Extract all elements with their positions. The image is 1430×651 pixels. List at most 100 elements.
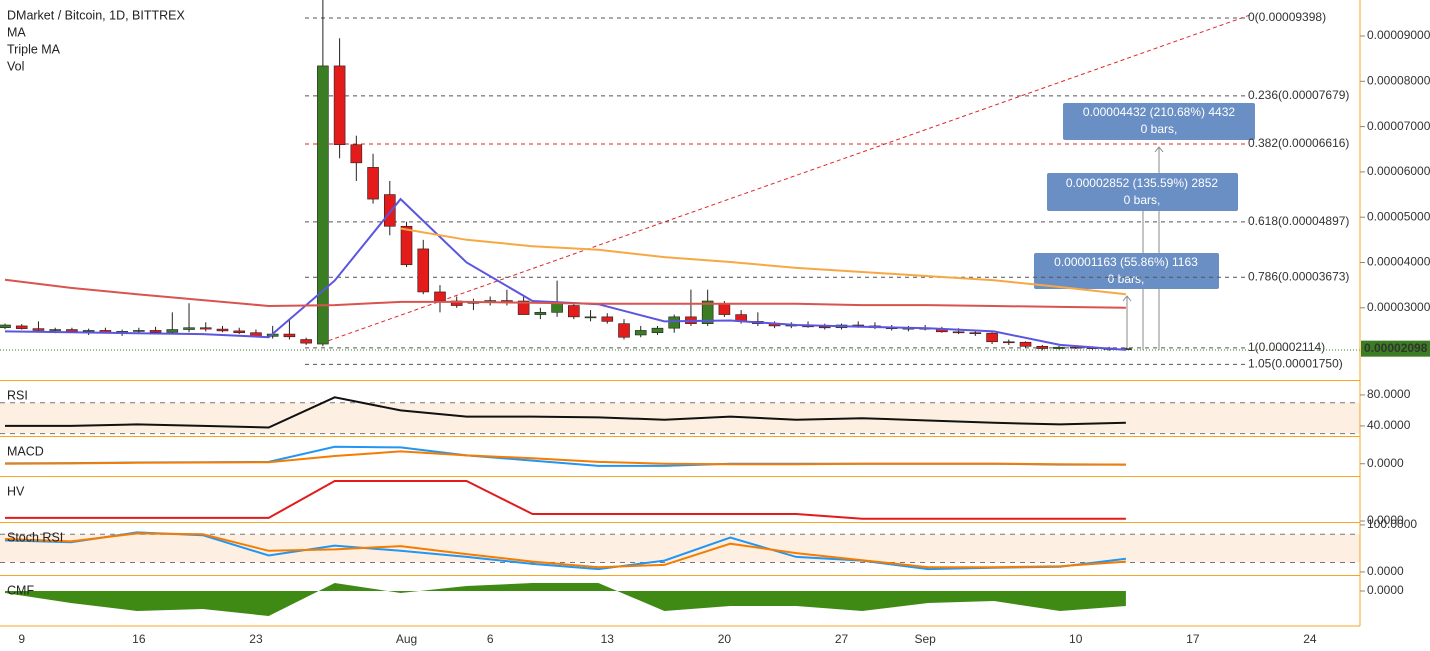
- pane-title: Stoch RSI: [7, 530, 63, 544]
- y-tick-label: 0.00008000: [1367, 73, 1430, 87]
- candle-body: [367, 167, 379, 200]
- candle-body: [634, 330, 647, 336]
- area: [5, 583, 1126, 616]
- y-tick-label: 0.0000: [1367, 513, 1404, 527]
- candle-body: [534, 312, 547, 315]
- y-tick-label: 0.0000: [1367, 456, 1404, 470]
- x-tick-label: 23: [249, 632, 263, 646]
- last-price-label: 0.00002098: [1364, 341, 1428, 355]
- measure-text: 0.00002852 (135.59%) 2852: [1066, 176, 1218, 190]
- candle-body: [0, 324, 11, 329]
- legend-item: Vol: [7, 59, 24, 73]
- candle-body: [15, 325, 28, 329]
- band: [0, 534, 1360, 563]
- fib-label: 0.382(0.00006616): [1248, 136, 1349, 150]
- candle-body: [1036, 345, 1049, 349]
- x-tick-label: 13: [601, 632, 615, 646]
- pane-title: CMF: [7, 583, 34, 597]
- fib-label: 1.05(0.00001750): [1248, 357, 1343, 371]
- measure-bars: 0 bars,: [1108, 272, 1145, 286]
- x-tick-label: Aug: [396, 632, 417, 646]
- candle-body: [718, 302, 731, 315]
- candle-body: [383, 194, 396, 227]
- candle-body: [183, 327, 195, 330]
- candle-body: [986, 332, 998, 343]
- candle-body: [601, 316, 614, 322]
- y-tick-label: 0.00004000: [1367, 255, 1430, 269]
- x-tick-label: 20: [718, 632, 732, 646]
- y-tick-label: 0.0000: [1367, 564, 1404, 578]
- line: [5, 396, 1126, 429]
- line: [4, 532, 1126, 569]
- candle-body: [417, 248, 430, 293]
- measure-text: 0.00001163 (55.86%) 1163: [1054, 255, 1198, 269]
- measure-text: 0.00004432 (210.68%) 4432: [1083, 105, 1235, 119]
- fib-label: 0.618(0.00004897): [1248, 214, 1349, 228]
- pane-title: RSI: [7, 388, 28, 402]
- measure-bars: 0 bars,: [1124, 193, 1161, 207]
- candle-body: [517, 300, 530, 315]
- candle-body: [568, 305, 580, 318]
- candle-body: [584, 316, 597, 319]
- fib-label: 0.786(0.00003673): [1248, 269, 1349, 283]
- candle-body: [49, 329, 61, 331]
- candle-body: [82, 330, 95, 332]
- candle-body: [551, 302, 563, 313]
- candle-body: [1053, 346, 1065, 349]
- candle-body: [333, 65, 346, 146]
- candle-body: [149, 330, 162, 333]
- fib-label: 0.236(0.00007679): [1248, 88, 1349, 102]
- x-tick-label: 9: [18, 632, 25, 646]
- candle-body: [216, 328, 229, 332]
- candle-body: [133, 330, 145, 332]
- candle-body: [668, 316, 681, 329]
- x-tick-label: 24: [1303, 632, 1317, 646]
- x-tick-label: 27: [835, 632, 849, 646]
- y-tick-label: 0.0000: [1367, 583, 1404, 597]
- candle-body: [32, 328, 45, 331]
- chart-title: DMarket / Bitcoin, 1D, BITTREX: [7, 8, 185, 22]
- measure-box: [1047, 173, 1238, 211]
- line: [400, 227, 1127, 296]
- x-tick-label: 6: [487, 632, 494, 646]
- pane-title: MACD: [7, 444, 44, 458]
- measure-box: [1063, 103, 1255, 140]
- candle-body: [283, 333, 296, 338]
- measure-box: [1034, 253, 1219, 289]
- candle-body: [1069, 346, 1082, 349]
- measure-bars: 0 bars,: [1141, 122, 1178, 136]
- line: [4, 278, 1126, 309]
- candle-body: [233, 330, 246, 334]
- y-tick-label: 0.00003000: [1367, 300, 1430, 314]
- y-tick-label: 0.00005000: [1367, 209, 1430, 223]
- candle-body: [818, 326, 831, 329]
- pane-title: HV: [7, 484, 25, 498]
- fib-label: 0(0.00009398): [1248, 10, 1326, 24]
- y-tick-label: 40.0000: [1367, 418, 1411, 432]
- candle-body: [618, 323, 630, 338]
- trend-line: [321, 14, 1251, 344]
- candle-body: [969, 332, 982, 335]
- legend-item: MA: [7, 25, 26, 39]
- candle-body: [199, 327, 212, 330]
- y-tick-label: 0.00009000: [1367, 28, 1430, 42]
- legend-item: Triple MA: [7, 42, 61, 56]
- candle-body: [66, 329, 78, 332]
- x-tick-label: 10: [1069, 632, 1083, 646]
- fib-label: 1(0.00002114): [1248, 340, 1325, 354]
- candle-body: [701, 300, 714, 324]
- candle-body: [300, 339, 312, 344]
- last-price-box: [1361, 340, 1430, 357]
- y-tick-label: 100.0000: [1367, 517, 1417, 531]
- candle-body: [434, 291, 446, 302]
- line: [4, 450, 1126, 466]
- candle-body: [166, 329, 179, 333]
- x-tick-label: 17: [1186, 632, 1200, 646]
- line: [4, 197, 1126, 351]
- candle-body: [317, 65, 329, 345]
- candle-body: [651, 327, 664, 334]
- candle-body: [1002, 341, 1015, 344]
- y-tick-label: 80.0000: [1367, 387, 1411, 401]
